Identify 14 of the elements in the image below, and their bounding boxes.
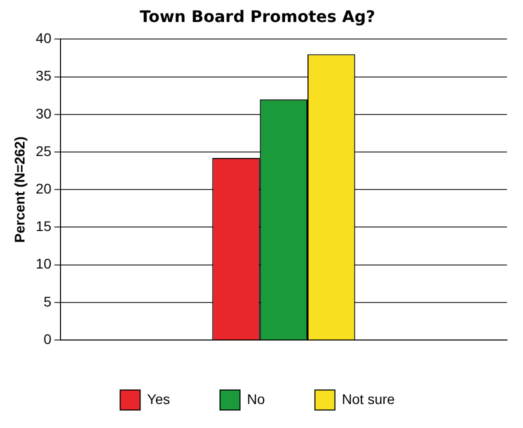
y-tick-label: 40 — [36, 30, 52, 46]
legend-label: No — [247, 390, 266, 407]
y-tick-label: 10 — [36, 256, 52, 272]
y-tick-label: 0 — [44, 330, 52, 347]
y-tick-label: 20 — [36, 180, 52, 196]
legend-label: Yes — [147, 390, 170, 407]
y-tick-label: 15 — [36, 218, 52, 234]
y-tick-label: 25 — [36, 142, 52, 159]
y-tick-label: 5 — [44, 293, 52, 310]
y-tick-label: 35 — [36, 68, 52, 84]
chart-title: Town Board Promotes Ag? — [140, 6, 376, 26]
y-axis-title: Percent (N=262) — [11, 136, 28, 243]
y-tick-label: 30 — [36, 105, 52, 122]
legend-label: Not sure — [342, 390, 396, 407]
